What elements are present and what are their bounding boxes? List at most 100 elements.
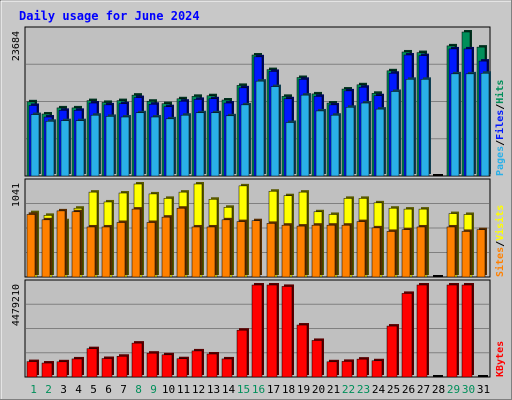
top-bar-pages-23 (360, 102, 370, 177)
middle-bar-sites-29 (446, 226, 456, 278)
middle-bar-sites-7 (116, 222, 126, 278)
day-label-28: 28 (432, 383, 445, 396)
bottom-bar-kbytes-9 (146, 352, 158, 378)
bottom-bar-kbytes-29 (446, 284, 458, 378)
middle-bar-sites-1 (26, 214, 36, 278)
top-bar-pages-6 (105, 116, 115, 177)
middle-bar-sites-15 (236, 221, 246, 278)
middle-bar-sites-2 (41, 219, 51, 278)
bottom-bar-kbytes-6 (101, 358, 113, 378)
top-bar-pages-24 (375, 108, 385, 177)
legend-kbytes: KBytes (495, 341, 506, 377)
bottom-bar-kbytes-1 (26, 361, 38, 378)
day-label-30: 30 (462, 383, 475, 396)
middle-bar-sites-30 (461, 231, 471, 278)
top-bar-empty-28 (433, 174, 443, 176)
top-bar-pages-17 (270, 86, 280, 177)
top-bar-pages-7 (120, 116, 130, 177)
middle-bar-sites-12 (191, 226, 201, 278)
middle-bar-sites-24 (371, 227, 381, 278)
middle-bar-sites-17 (266, 223, 276, 278)
middle-bar-sites-10 (161, 216, 171, 278)
day-label-22: 22 (342, 383, 355, 396)
middle-legend: Sites/Visits (494, 205, 506, 277)
middle-bar-sites-27 (416, 226, 426, 278)
top-bar-pages-14 (225, 115, 235, 177)
day-label-8: 8 (135, 383, 142, 396)
middle-bar-sites-19 (296, 225, 306, 278)
bottom-bar-kbytes-26 (401, 293, 413, 378)
day-label-2: 2 (45, 383, 52, 396)
top-bar-pages-15 (240, 104, 250, 177)
legend-files: Files (494, 110, 506, 140)
top-bar-pages-29 (450, 73, 460, 177)
top-bar-pages-11 (180, 114, 190, 177)
bottom-bar-kbytes-25 (386, 325, 398, 378)
middle-bar-sites-3 (56, 210, 66, 278)
legend-sites: Sites (494, 247, 506, 277)
top-bar-pages-3 (60, 120, 70, 177)
day-label-17: 17 (267, 383, 280, 396)
top-bar-pages-18 (285, 122, 295, 177)
bottom-bar-kbytes-22 (341, 361, 353, 378)
day-label-13: 13 (207, 383, 220, 396)
day-label-6: 6 (105, 383, 112, 396)
middle-bar-sites-25 (386, 231, 396, 278)
day-label-20: 20 (312, 383, 325, 396)
bottom-bar-kbytes-5 (86, 348, 98, 378)
bottom-bar-empty-28 (433, 375, 443, 377)
top-bar-pages-13 (210, 112, 220, 177)
day-label-7: 7 (120, 383, 127, 396)
bottom-bar-kbytes-30 (461, 284, 473, 378)
bottom-bar-kbytes-20 (311, 340, 323, 378)
day-label-18: 18 (282, 383, 295, 396)
bottom-bar-kbytes-11 (176, 358, 188, 378)
day-label-31: 31 (477, 383, 490, 396)
legend-visits: Visits (494, 205, 506, 241)
x-axis-day-labels: 1 2 3 4 5 6 7 8 9 10 11 12 13 14 15 16 17 18 19 20 21 22 23 24 2… (30, 383, 490, 396)
day-label-27: 27 (417, 383, 430, 396)
top-bar-pages-16 (255, 80, 265, 177)
day-label-14: 14 (222, 383, 236, 396)
top-bar-pages-1 (30, 114, 40, 177)
middle-bar-sites-14 (221, 219, 231, 278)
top-bar-pages-31 (480, 72, 490, 177)
middle-bar-sites-11 (176, 207, 186, 278)
day-label-11: 11 (177, 383, 190, 396)
top-bar-pages-26 (405, 79, 415, 177)
day-label-25: 25 (387, 383, 400, 396)
day-label-15: 15 (237, 383, 250, 396)
top-bar-pages-9 (150, 116, 160, 177)
middle-bar-sites-26 (401, 229, 411, 278)
bottom-bar-kbytes-7 (116, 356, 128, 378)
top-bar-pages-2 (45, 121, 55, 177)
middle-bar-sites-5 (86, 226, 96, 278)
top-bar-pages-19 (300, 94, 310, 177)
pages-files-hits-panel: 23684 Pages/Files/Hits (11, 26, 506, 177)
middle-bar-sites-21 (326, 224, 336, 278)
day-label-5: 5 (90, 383, 97, 396)
top-bar-pages-22 (345, 107, 355, 177)
top-bar-pages-4 (75, 120, 85, 177)
day-label-29: 29 (447, 383, 460, 396)
bottom-bar-kbytes-27 (416, 284, 428, 378)
day-label-12: 12 (192, 383, 205, 396)
middle-bar-sites-31 (476, 229, 486, 278)
middle-bar-sites-9 (146, 222, 156, 278)
day-label-19: 19 (297, 383, 310, 396)
kbytes-panel: 4479210 KBytes (11, 279, 506, 378)
day-label-1: 1 (30, 383, 37, 396)
bottom-bar-kbytes-19 (296, 324, 308, 378)
bottom-bar-kbytes-15 (236, 329, 248, 378)
top-bar-pages-21 (330, 114, 340, 177)
top-axis-max-label: 23684 (11, 31, 22, 61)
bottom-bar-empty-31 (478, 375, 488, 377)
day-label-4: 4 (75, 383, 82, 396)
middle-bar-sites-23 (356, 221, 366, 278)
day-label-16: 16 (252, 383, 265, 396)
middle-axis-max-label: 1041 (11, 183, 22, 207)
bottom-legend: KBytes (495, 341, 506, 377)
top-bar-pages-27 (420, 79, 430, 177)
top-bar-pages-12 (195, 112, 205, 177)
legend-pages: Pages (495, 146, 506, 176)
